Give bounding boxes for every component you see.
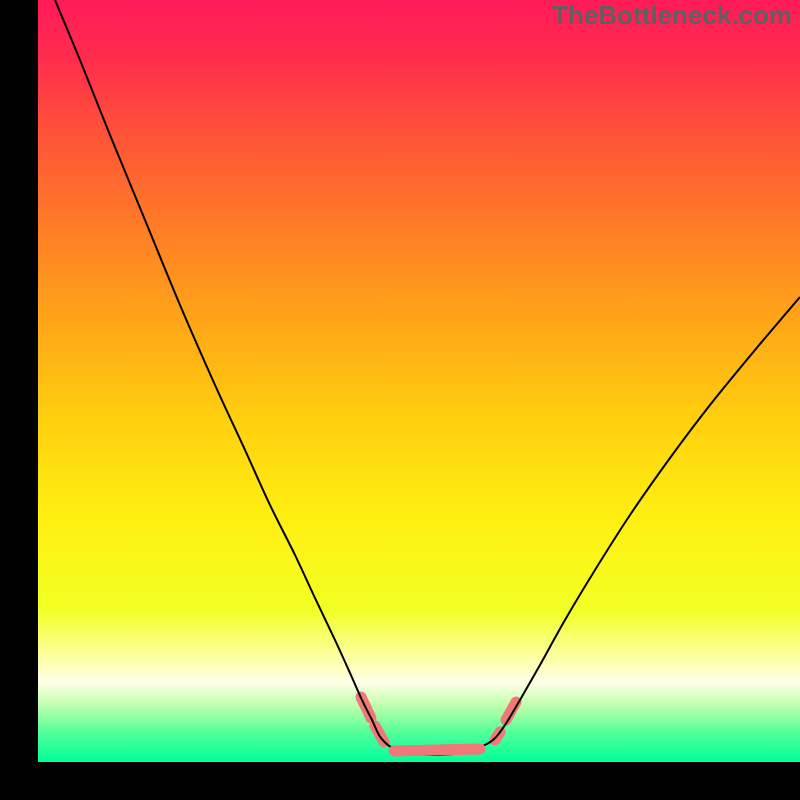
- watermark-text: TheBottleneck.com: [552, 0, 792, 30]
- chart-svg: TheBottleneck.com: [0, 0, 800, 800]
- highlight-dash-bottom: [394, 749, 480, 751]
- plot-background: [38, 0, 800, 762]
- chart-root: TheBottleneck.com: [0, 0, 800, 800]
